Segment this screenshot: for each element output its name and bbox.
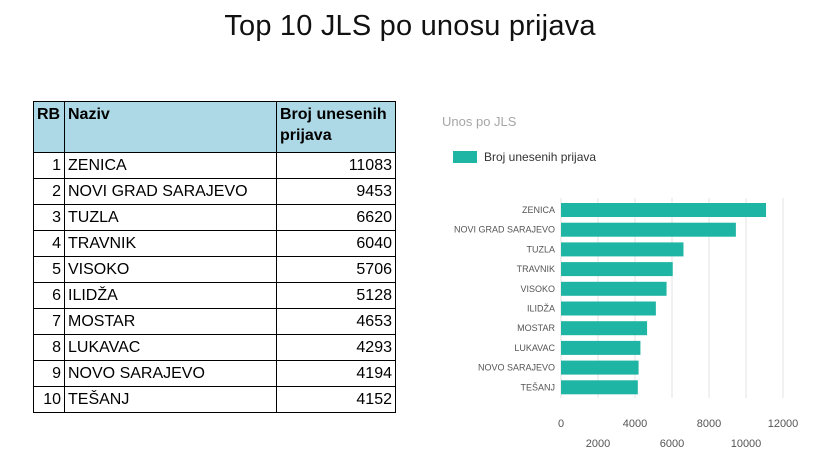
category-label: TEŠANJ [520,382,555,392]
bar-chart: Unos po JLS Broj unesenih prijava ZENICA NO… [442,114,799,450]
category-label: TUZLA [526,244,555,254]
header-broj: Broj unesenih prijava [276,101,396,153]
table-row: 3 TUZLA 6620 [33,204,396,231]
bar-7 [561,340,641,355]
naziv-cell: NOVI GRAD SARAJEVO [64,178,277,205]
broj-cell: 6040 [276,230,396,257]
category-label: ZENICA [522,205,555,215]
rb-cell: 9 [33,360,65,387]
broj-cell: 4152 [276,386,396,413]
rb-cell: 2 [33,178,65,205]
table-row: 7 MOSTAR 4653 [33,308,396,335]
table-row: 4 TRAVNIK 6040 [33,230,396,257]
bar-1 [561,222,736,237]
broj-cell: 6620 [276,204,396,231]
bar-2 [561,242,684,257]
broj-cell: 4293 [276,334,396,361]
naziv-cell: ILIDŽA [64,282,277,309]
broj-cell: 4194 [276,360,396,387]
rb-cell: 4 [33,230,65,257]
legend-swatch [453,151,477,163]
bar-6 [561,321,648,336]
table-row: 2 NOVI GRAD SARAJEVO 9453 [33,178,396,205]
table-row: 10 TEŠANJ 4152 [33,386,396,413]
header-naziv: Naziv [64,101,277,153]
category-label: ILIDŽA [527,304,555,314]
x-tick-label: 2000 [586,438,610,450]
naziv-cell: VISOKO [64,256,277,283]
table-row: 8 LUKAVAC 4293 [33,334,396,361]
broj-cell: 5706 [276,256,396,283]
naziv-cell: TRAVNIK [64,230,277,257]
naziv-cell: MOSTAR [64,308,277,335]
bar-5 [561,301,656,316]
category-label: VISOKO [520,284,555,294]
category-label: LUKAVAC [514,343,555,353]
category-label: NOVO SARAJEVO [478,363,555,373]
page-title: Top 10 JLS po unosu prijava [224,10,596,42]
naziv-cell: NOVO SARAJEVO [64,360,277,387]
x-tick-label: 10000 [731,438,762,450]
table-row: 6 ILIDŽA 5128 [33,282,396,309]
bar-3 [561,262,673,277]
broj-cell: 9453 [276,178,396,205]
naziv-cell: TUZLA [64,204,277,231]
table-header-row: RB Naziv Broj unesenih prijava [33,101,396,153]
bar-0 [561,203,767,217]
x-tick-label: 12000 [768,418,799,430]
rb-cell: 5 [33,256,65,283]
naziv-cell: ZENICA [64,152,277,179]
broj-cell: 11083 [276,152,396,179]
naziv-cell: LUKAVAC [64,334,277,361]
rb-cell: 3 [33,204,65,231]
bar-4 [561,281,667,296]
bar-8 [561,360,639,375]
header-rb: RB [33,101,65,153]
rb-cell: 1 [33,152,65,179]
category-label: TRAVNIK [517,264,555,274]
category-label: NOVI GRAD SARAJEVO [454,225,555,235]
table-row: 1 ZENICA 11083 [33,152,396,179]
naziv-cell: TEŠANJ [64,386,277,413]
x-tick-label: 8000 [697,418,721,430]
broj-cell: 4653 [276,308,396,335]
x-tick-label: 4000 [623,418,647,430]
broj-cell: 5128 [276,282,396,309]
rb-cell: 6 [33,282,65,309]
table-body: 1 ZENICA 11083 2 NOVI GRAD SARAJEVO 9453 3 TUZL… [33,152,396,413]
rb-cell: 7 [33,308,65,335]
table-row: 5 VISOKO 5706 [33,256,396,283]
rb-cell: 8 [33,334,65,361]
table-row: 9 NOVO SARAJEVO 4194 [33,360,396,387]
ranking-table: RB Naziv Broj unesenih prijava 1 ZENICA 11… [33,101,396,413]
x-tick-label: 0 [558,418,564,430]
category-label: MOSTAR [517,323,555,333]
rb-cell: 10 [33,386,65,413]
x-tick-label: 6000 [660,438,684,450]
chart-title: Unos po JLS [442,114,517,129]
legend-label: Broj unesenih prijava [484,150,596,164]
bar-9 [561,380,638,395]
